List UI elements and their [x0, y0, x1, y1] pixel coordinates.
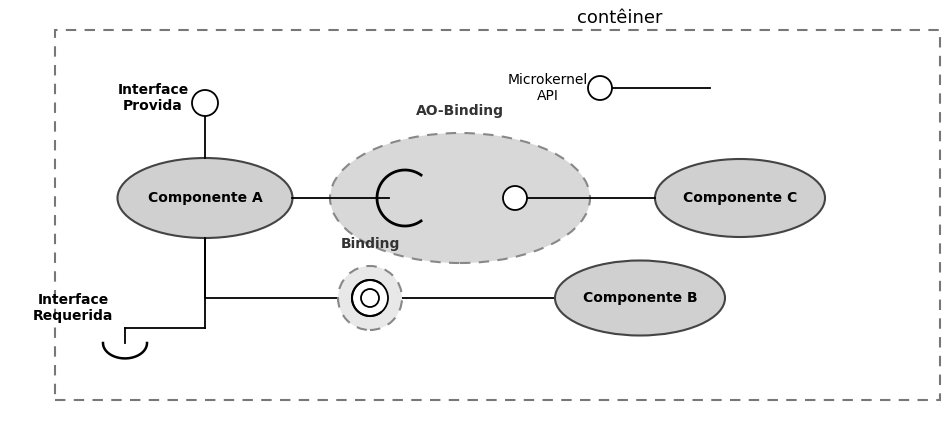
Text: contêiner: contêiner — [577, 9, 662, 27]
Text: Interface
Provida: Interface Provida — [118, 83, 189, 113]
Ellipse shape — [118, 158, 292, 238]
Circle shape — [588, 76, 612, 100]
Text: Binding: Binding — [341, 237, 400, 251]
Circle shape — [192, 90, 218, 116]
Ellipse shape — [655, 159, 825, 237]
Circle shape — [338, 266, 402, 330]
Text: Componente C: Componente C — [683, 191, 797, 205]
Ellipse shape — [330, 133, 590, 263]
Ellipse shape — [555, 261, 725, 336]
Text: Interface
Requerida: Interface Requerida — [33, 293, 113, 323]
Text: AO-Binding: AO-Binding — [416, 104, 504, 118]
Circle shape — [503, 186, 527, 210]
Circle shape — [352, 280, 388, 316]
Circle shape — [361, 289, 379, 307]
Text: Microkernel
API: Microkernel API — [508, 73, 588, 103]
Text: Componente B: Componente B — [583, 291, 698, 305]
Text: Componente A: Componente A — [148, 191, 262, 205]
